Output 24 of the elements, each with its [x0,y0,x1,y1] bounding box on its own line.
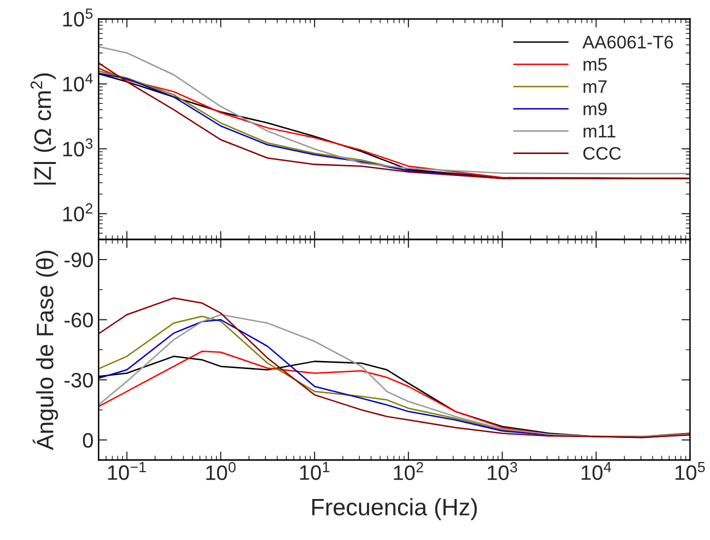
y-tick-label: -60 [64,312,93,328]
y-tick-label: -30 [64,372,93,388]
y-tick-label: 10$^{5}$ [63,8,93,27]
legend-label: m7 [584,80,607,93]
y-tick-label: 10$^{3}$ [63,138,92,157]
x-tick-label: 10$^{3}$ [488,462,518,480]
y-tick-label: 0 [82,432,93,448]
y-axis-title: |Z| (Ω cm$^{2}$) [30,73,56,185]
y-tick-label: 10$^{4}$ [63,74,93,92]
x-axis-title: Frecuencia (Hz) [312,498,477,520]
legend-label: m5 [584,58,607,71]
y-axis-title: Ángulo de Fase (θ) [32,250,58,450]
legend-label: CCC [583,146,621,160]
x-tick-label: 10$^{0}$ [206,462,236,480]
x-tick-label: 10$^{1}$ [300,462,330,480]
x-tick-label: 10$^{2}$ [394,462,424,480]
y-tick-label: -90 [64,252,93,268]
legend-label: m11 [584,124,616,138]
y-tick-label: 10$^{2}$ [63,203,92,222]
x-tick-label: 10$^{4}$ [582,462,612,480]
legend-label: m9 [584,102,607,116]
x-tick-label: 10$^{5}$ [676,462,705,480]
legend-label: AA6061-T6 [582,36,673,49]
x-tick-label: 10$^{−1}$ [108,462,146,480]
